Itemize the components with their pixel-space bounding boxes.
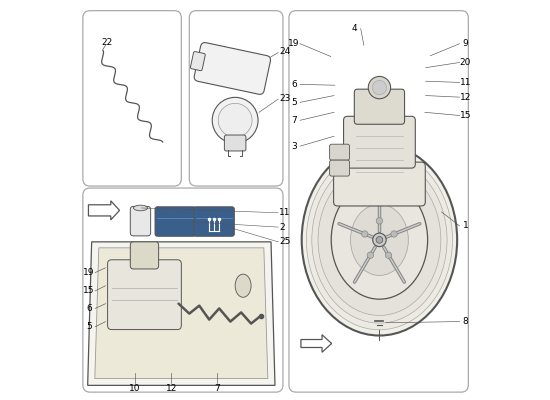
Polygon shape [301,335,332,352]
FancyBboxPatch shape [189,11,283,186]
Text: 8: 8 [463,317,469,326]
Text: 22: 22 [102,38,113,47]
Circle shape [367,252,373,258]
Polygon shape [89,201,119,220]
Text: 5: 5 [292,98,297,107]
Circle shape [372,80,387,95]
Circle shape [391,231,397,237]
FancyBboxPatch shape [83,11,182,186]
Text: 15: 15 [83,286,95,295]
FancyBboxPatch shape [130,206,151,236]
Ellipse shape [302,144,457,336]
FancyBboxPatch shape [130,242,158,269]
Ellipse shape [235,274,251,297]
Circle shape [376,236,383,243]
Text: 10: 10 [129,384,140,393]
FancyBboxPatch shape [155,207,196,236]
Ellipse shape [350,204,408,276]
Circle shape [361,231,368,237]
Text: 4: 4 [352,24,358,33]
FancyBboxPatch shape [190,52,205,71]
FancyBboxPatch shape [108,260,182,330]
Text: 9: 9 [463,39,469,48]
Text: 11: 11 [460,78,471,87]
Text: 15: 15 [460,111,471,120]
Ellipse shape [306,150,453,330]
Text: 19: 19 [83,268,95,277]
Ellipse shape [218,103,252,137]
Text: 24: 24 [279,47,290,56]
FancyBboxPatch shape [334,162,425,206]
Text: 7: 7 [292,116,297,125]
Text: 23: 23 [279,94,290,103]
Ellipse shape [212,97,258,143]
Text: 2: 2 [279,223,284,232]
Ellipse shape [134,205,147,211]
Text: 11: 11 [279,208,290,217]
FancyBboxPatch shape [329,144,350,160]
Text: 1: 1 [463,222,469,230]
Text: 3: 3 [292,142,297,151]
Text: official parts
catalogue: official parts catalogue [148,285,218,306]
Text: 6: 6 [86,304,92,313]
FancyBboxPatch shape [329,160,350,176]
Polygon shape [87,242,275,385]
Ellipse shape [331,180,428,299]
Text: 12: 12 [460,93,471,102]
Text: 20: 20 [460,58,471,67]
Circle shape [373,233,386,247]
Text: 25: 25 [279,237,290,246]
FancyBboxPatch shape [224,135,246,151]
Ellipse shape [318,164,441,316]
FancyBboxPatch shape [194,42,271,94]
Text: 19: 19 [288,39,300,48]
Text: 6: 6 [292,80,297,89]
FancyBboxPatch shape [194,207,234,236]
Polygon shape [95,248,268,378]
FancyBboxPatch shape [354,89,405,124]
Circle shape [376,218,383,224]
FancyBboxPatch shape [83,188,283,392]
Circle shape [386,252,392,258]
FancyBboxPatch shape [344,116,415,168]
Text: 7: 7 [214,384,220,393]
Text: official parts
catalogue: official parts catalogue [340,162,417,190]
Circle shape [368,76,390,99]
Text: 5: 5 [86,322,92,331]
FancyBboxPatch shape [289,11,469,392]
Text: 12: 12 [166,384,177,393]
Ellipse shape [312,157,447,323]
